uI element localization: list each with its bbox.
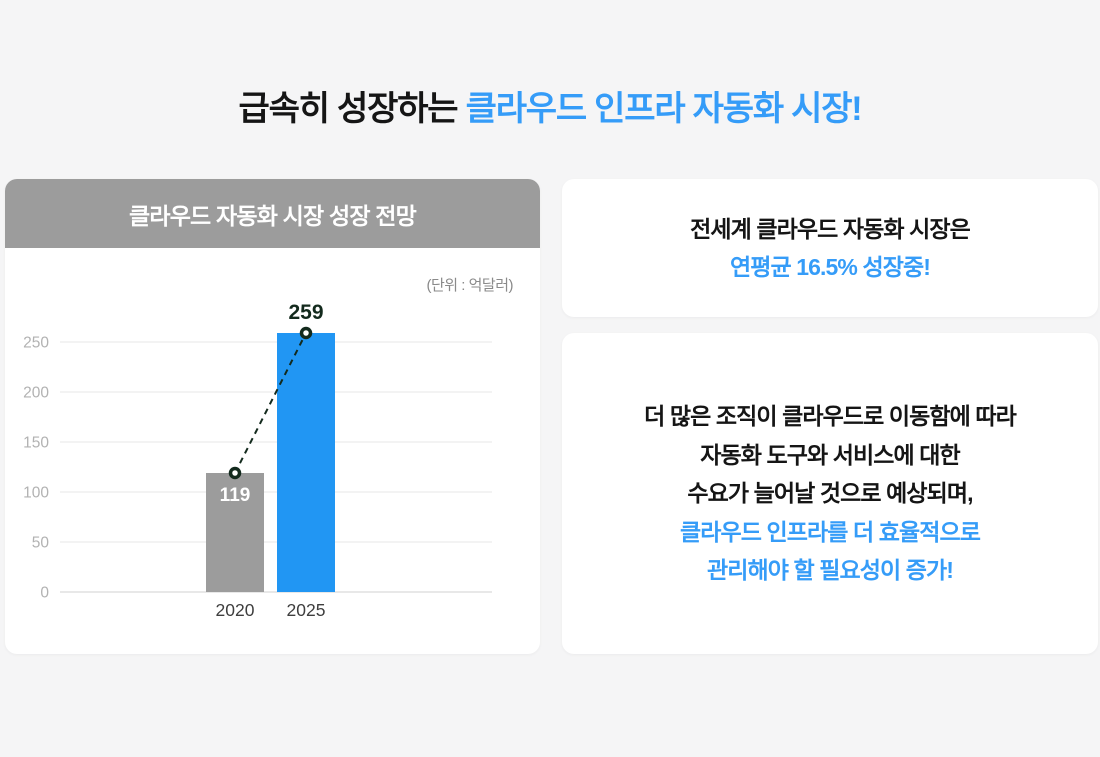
- y-axis-tick: 0: [40, 585, 49, 602]
- info-text-line: 수요가 늘어날 것으로 예상되며,: [687, 480, 973, 507]
- value-label: 259: [288, 301, 323, 324]
- value-label: 119: [220, 485, 251, 506]
- y-axis-tick: 100: [23, 485, 49, 502]
- chart-body: (단위 : 억달러) 0 50 100 150 200 250 2020 2025 119 259: [5, 248, 540, 654]
- x-axis-tick: 2020: [216, 600, 255, 620]
- y-axis-tick: 50: [32, 535, 50, 552]
- info-text-line-highlight: 클라우드 인프라를 더 효율적으로: [679, 518, 981, 545]
- info-card-growth-rate: 전세계 클라우드 자동화 시장은 연평균 16.5% 성장중!: [562, 179, 1098, 317]
- page-title-plain: 급속히 성장하는: [238, 90, 466, 128]
- chart-title: 클라우드 자동화 시장 성장 전망: [128, 202, 417, 229]
- bar-2025: [277, 333, 335, 592]
- y-axis-tick: 200: [23, 385, 49, 402]
- page-title-highlight: 클라우드 인프라 자동화 시장!: [465, 90, 863, 128]
- info-text-line-highlight: 연평균 16.5% 성장중!: [729, 254, 931, 280]
- x-axis-tick: 2025: [287, 600, 326, 620]
- y-axis-tick: 150: [23, 435, 49, 452]
- bar-chart: (단위 : 억달러) 0 50 100 150 200 250 2020 2025 119 259: [23, 277, 514, 620]
- data-point-marker: [228, 466, 242, 480]
- chart-card-header: 클라우드 자동화 시장 성장 전망: [5, 179, 540, 248]
- info-card-demand-outlook: 더 많은 조직이 클라우드로 이동함에 따라 자동화 도구와 서비스에 대한 수…: [562, 333, 1098, 654]
- page-title: 급속히 성장하는 클라우드 인프라 자동화 시장!: [0, 88, 1100, 130]
- info-text-line-highlight: 관리해야 할 필요성이 증가!: [706, 557, 954, 584]
- data-point-marker: [299, 326, 313, 340]
- info-text-line: 더 많은 조직이 클라우드로 이동함에 따라: [644, 403, 1017, 430]
- y-axis-tick: 250: [23, 335, 49, 352]
- trend-line: [234, 332, 307, 474]
- bar-2020: [206, 473, 264, 592]
- info-text-line: 자동화 도구와 서비스에 대한: [700, 441, 960, 468]
- unit-label: (단위 : 억달러): [427, 277, 514, 294]
- chart-card: 클라우드 자동화 시장 성장 전망 (단위 : 억달러) 0 50 100 150 200…: [5, 179, 540, 654]
- info-text-line: 전세계 클라우드 자동화 시장은: [690, 215, 971, 242]
